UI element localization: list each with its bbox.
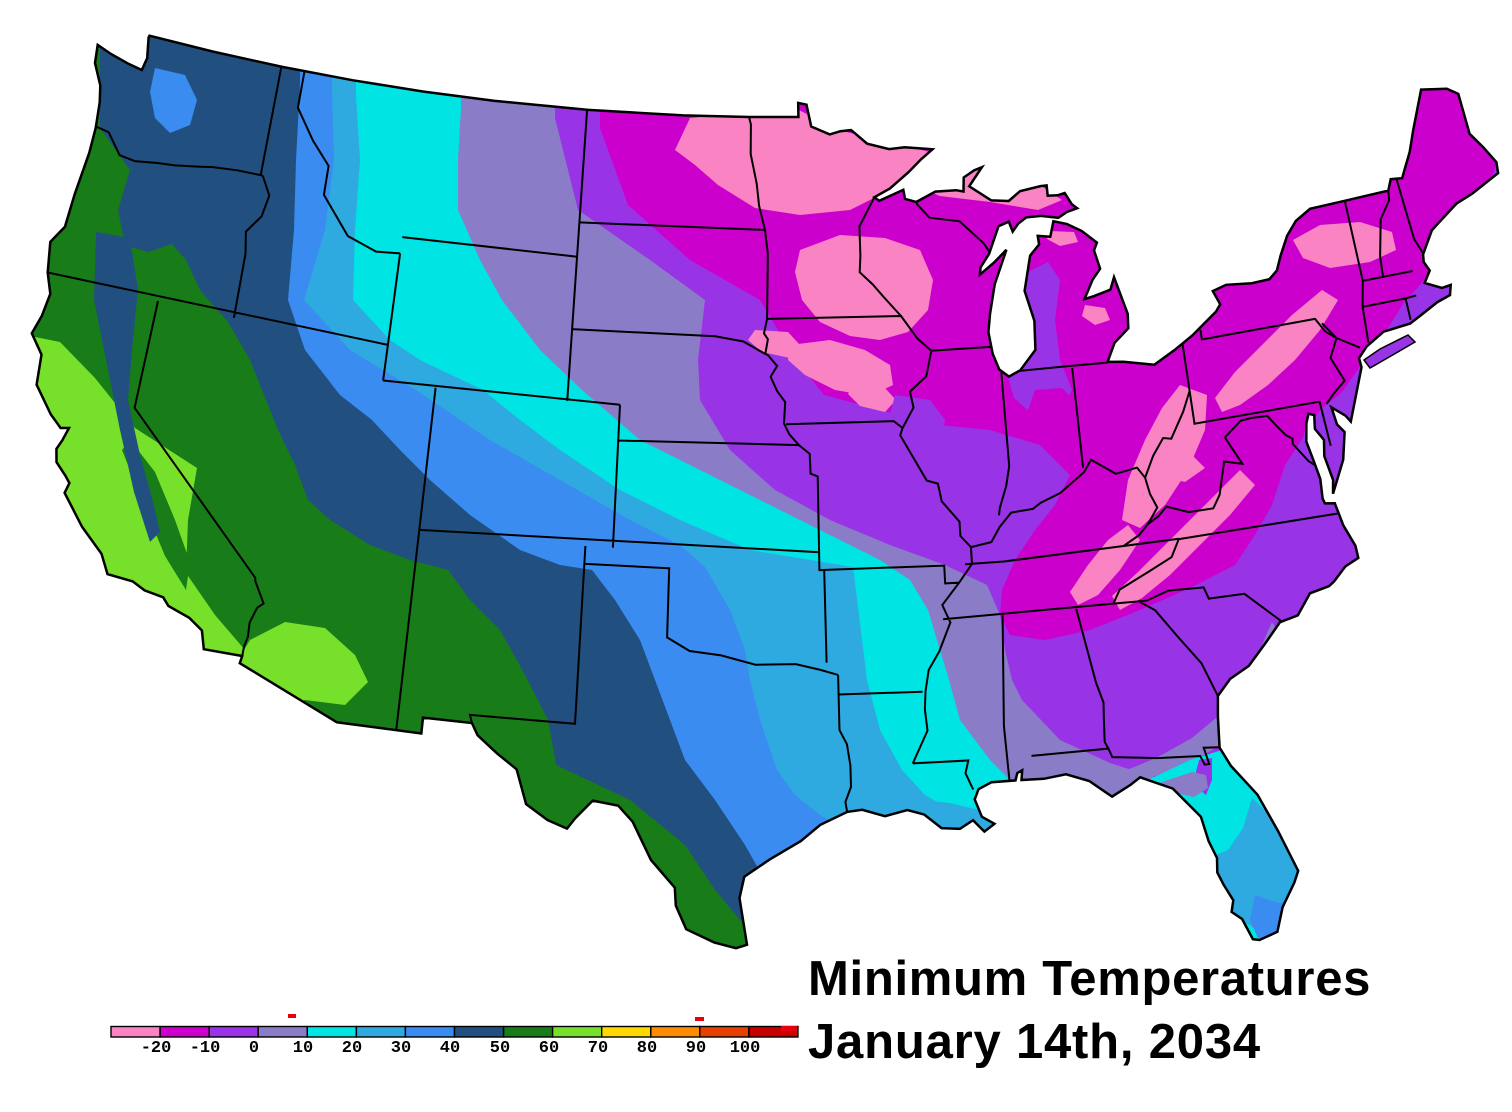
svg-text:40: 40 [440, 1039, 460, 1058]
svg-text:100: 100 [730, 1039, 761, 1058]
svg-text:10: 10 [293, 1039, 313, 1058]
svg-text:20: 20 [342, 1039, 362, 1058]
svg-text:90: 90 [686, 1039, 706, 1058]
svg-text:0: 0 [249, 1039, 259, 1058]
svg-text:80: 80 [637, 1039, 657, 1058]
svg-text:Minimum Temperatures: Minimum Temperatures [808, 952, 1371, 1006]
svg-text:50: 50 [490, 1039, 510, 1058]
svg-text:-10: -10 [190, 1039, 221, 1058]
svg-text:January 14th, 2034: January 14th, 2034 [808, 1015, 1261, 1069]
svg-text:60: 60 [539, 1039, 559, 1058]
svg-text:70: 70 [588, 1039, 608, 1058]
svg-text:30: 30 [391, 1039, 411, 1058]
svg-text:-20: -20 [141, 1039, 172, 1058]
